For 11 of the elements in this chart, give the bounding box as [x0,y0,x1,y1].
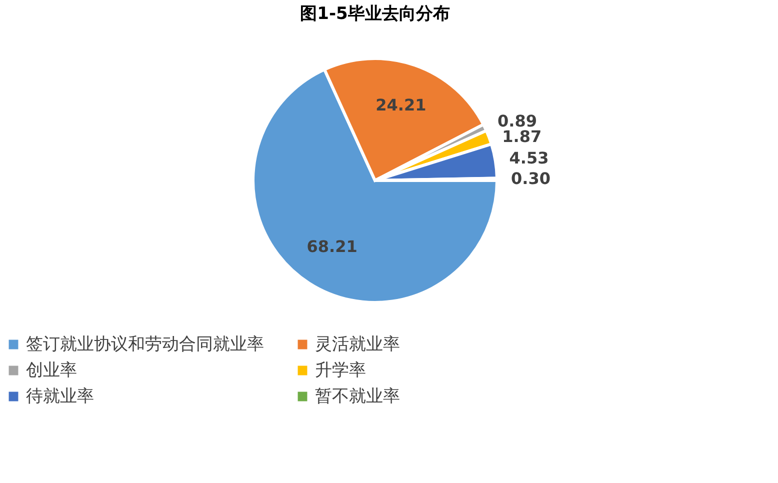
data-label: 68.21 [306,237,358,256]
legend-label: 待就业率 [26,386,94,406]
legend-label: 创业率 [26,360,77,380]
data-label: 4.53 [509,148,549,168]
legend-label: 暂不就业率 [315,386,400,406]
legend-label: 灵活就业率 [315,334,400,355]
legend-label: 升学率 [315,360,366,380]
data-label: 24.21 [376,96,426,115]
data-label: 0.30 [510,169,550,188]
chart-title: 图1-5毕业去向分布 [300,4,450,24]
legend-label: 签订就业协议和劳动合同就业率 [26,334,264,355]
